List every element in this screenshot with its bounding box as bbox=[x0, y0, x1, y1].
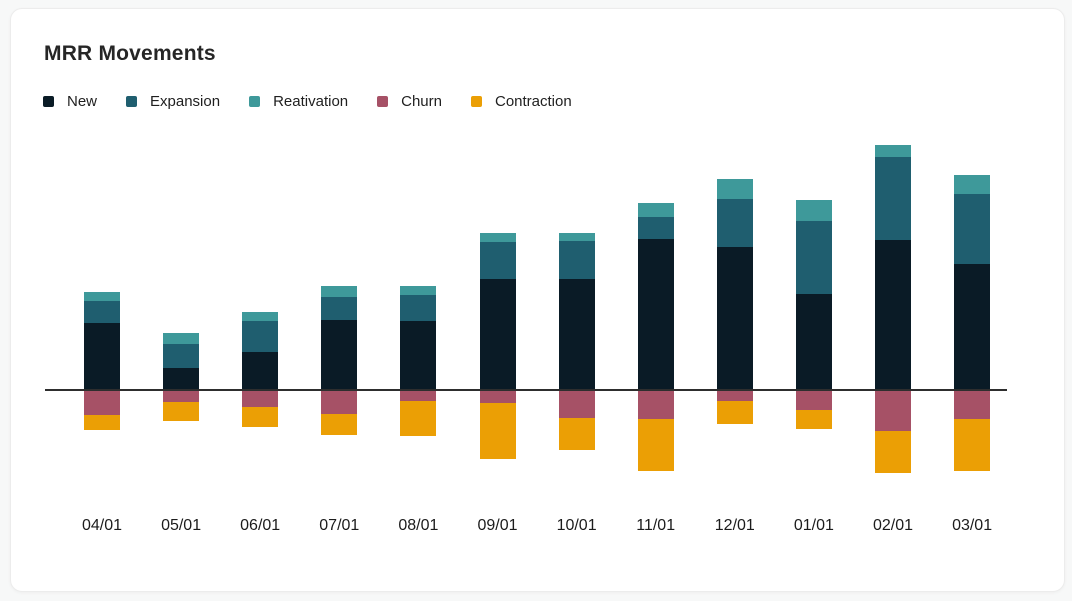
bar-segment-new[interactable] bbox=[400, 321, 437, 391]
x-axis-label: 07/01 bbox=[319, 517, 360, 534]
x-axis-label: 08/01 bbox=[398, 517, 439, 534]
x-axis-label: 03/01 bbox=[952, 517, 993, 534]
bar-segment-expansion[interactable] bbox=[84, 301, 120, 323]
bar-segment-new[interactable] bbox=[875, 240, 911, 391]
bar-segment-churn[interactable] bbox=[795, 391, 832, 410]
bar-segment-new[interactable] bbox=[637, 239, 674, 391]
legend-swatch-reativation bbox=[249, 96, 261, 107]
bar-segment-expansion[interactable] bbox=[716, 199, 753, 247]
bar-segment-reativation[interactable] bbox=[875, 145, 911, 157]
bar-segment-new[interactable] bbox=[242, 352, 279, 391]
bar-segment-contraction[interactable] bbox=[558, 418, 595, 450]
bar-segment-reativation[interactable] bbox=[716, 179, 753, 199]
bar-segment-reativation[interactable] bbox=[163, 333, 200, 344]
legend-swatch-new bbox=[43, 96, 54, 107]
bar-segment-reativation[interactable] bbox=[321, 286, 358, 297]
x-axis-line bbox=[45, 389, 1007, 391]
bar-segment-reativation[interactable] bbox=[558, 233, 595, 241]
bar-segment-churn[interactable] bbox=[875, 391, 911, 431]
x-axis-label: 02/01 bbox=[872, 517, 914, 534]
bar-segment-reativation[interactable] bbox=[954, 175, 991, 194]
bar-segment-expansion[interactable] bbox=[479, 242, 516, 279]
x-axis-label: 04/01 bbox=[81, 517, 123, 534]
bar-segment-new[interactable] bbox=[84, 323, 120, 391]
legend-label-new: New bbox=[67, 93, 98, 110]
legend-label-expansion: Expansion bbox=[150, 93, 221, 110]
plot-area: 04/01 05/01 06/01 07/01 08/01 09/01 10/01 11/01… bbox=[11, 9, 1064, 591]
bar-segment-contraction[interactable] bbox=[321, 414, 358, 435]
legend-swatch-churn bbox=[377, 96, 389, 107]
bar-segment-churn[interactable] bbox=[400, 391, 437, 401]
bar-segment-contraction[interactable] bbox=[479, 403, 516, 459]
bar-segment-contraction[interactable] bbox=[400, 401, 437, 436]
bar-segment-expansion[interactable] bbox=[637, 217, 674, 239]
bar-segment-new[interactable] bbox=[716, 247, 753, 391]
bar-segment-churn[interactable] bbox=[321, 391, 358, 414]
bar-segment-new[interactable] bbox=[954, 264, 991, 391]
bar-segment-reativation[interactable] bbox=[84, 292, 120, 301]
legend-item-reativation[interactable]: Reativation bbox=[249, 93, 348, 110]
bar-segment-contraction[interactable] bbox=[716, 401, 753, 424]
bar-segment-churn[interactable] bbox=[637, 391, 674, 419]
mrr-movements-card: MRR Movements New Expansion Reativation Chu… bbox=[10, 8, 1065, 592]
bar-segment-expansion[interactable] bbox=[558, 241, 595, 279]
bar-segment-contraction[interactable] bbox=[84, 415, 120, 430]
bar-segment-new[interactable] bbox=[163, 368, 200, 391]
bar-segment-churn[interactable] bbox=[84, 391, 120, 415]
bar-segment-new[interactable] bbox=[479, 279, 516, 391]
legend-swatch-expansion bbox=[126, 96, 138, 107]
bar-segment-contraction[interactable] bbox=[637, 419, 674, 471]
bar-segment-churn[interactable] bbox=[479, 391, 516, 403]
bar-segment-new[interactable] bbox=[321, 320, 358, 391]
x-axis-label: 01/01 bbox=[793, 517, 834, 534]
x-axis-label: 12/01 bbox=[714, 517, 755, 534]
bar-segment-reativation[interactable] bbox=[242, 312, 279, 321]
bar-segment-contraction[interactable] bbox=[163, 402, 200, 421]
bar-segment-churn[interactable] bbox=[716, 391, 753, 401]
bar-segment-expansion[interactable] bbox=[795, 221, 832, 294]
bar-segment-reativation[interactable] bbox=[795, 200, 832, 221]
legend-item-expansion[interactable]: Expansion bbox=[126, 93, 220, 110]
bar-segment-reativation[interactable] bbox=[479, 233, 516, 242]
x-axis-label: 10/01 bbox=[556, 517, 597, 534]
bar-segment-contraction[interactable] bbox=[875, 431, 911, 473]
bar-segment-contraction[interactable] bbox=[795, 410, 832, 429]
legend-label-contraction: Contraction bbox=[494, 93, 572, 110]
x-axis-label: 09/01 bbox=[477, 517, 518, 534]
bar-segment-churn[interactable] bbox=[242, 391, 279, 407]
bar-segment-churn[interactable] bbox=[163, 391, 200, 402]
bar-segment-contraction[interactable] bbox=[954, 419, 991, 471]
chart-legend: New Expansion Reativation Churn Contraction bbox=[43, 93, 572, 110]
legend-label-churn: Churn bbox=[401, 93, 442, 110]
x-axis-label: 05/01 bbox=[161, 517, 202, 534]
chart-title: MRR Movements bbox=[44, 42, 216, 65]
bar-segment-reativation[interactable] bbox=[400, 286, 437, 295]
x-axis-label: 11/01 bbox=[636, 517, 676, 534]
bar-segment-new[interactable] bbox=[795, 294, 832, 391]
bar-segment-expansion[interactable] bbox=[875, 157, 911, 240]
x-axis-label: 06/01 bbox=[240, 517, 281, 534]
bar-segment-expansion[interactable] bbox=[163, 344, 200, 368]
bar-segment-churn[interactable] bbox=[558, 391, 595, 418]
bar-segment-expansion[interactable] bbox=[242, 321, 279, 352]
legend-item-new[interactable]: New bbox=[43, 93, 97, 110]
bar-segment-new[interactable] bbox=[558, 279, 595, 391]
bar-segment-reativation[interactable] bbox=[637, 203, 674, 217]
bar-segment-expansion[interactable] bbox=[400, 295, 437, 321]
legend-item-contraction[interactable]: Contraction bbox=[470, 93, 572, 110]
legend-swatch-contraction bbox=[470, 96, 482, 107]
bar-segment-contraction[interactable] bbox=[242, 407, 279, 427]
legend-item-churn[interactable]: Churn bbox=[377, 93, 442, 110]
bar-segment-churn[interactable] bbox=[954, 391, 991, 419]
legend-label-reativation: Reativation bbox=[273, 93, 349, 110]
bar-segment-expansion[interactable] bbox=[954, 194, 991, 264]
bar-segment-expansion[interactable] bbox=[321, 297, 358, 320]
